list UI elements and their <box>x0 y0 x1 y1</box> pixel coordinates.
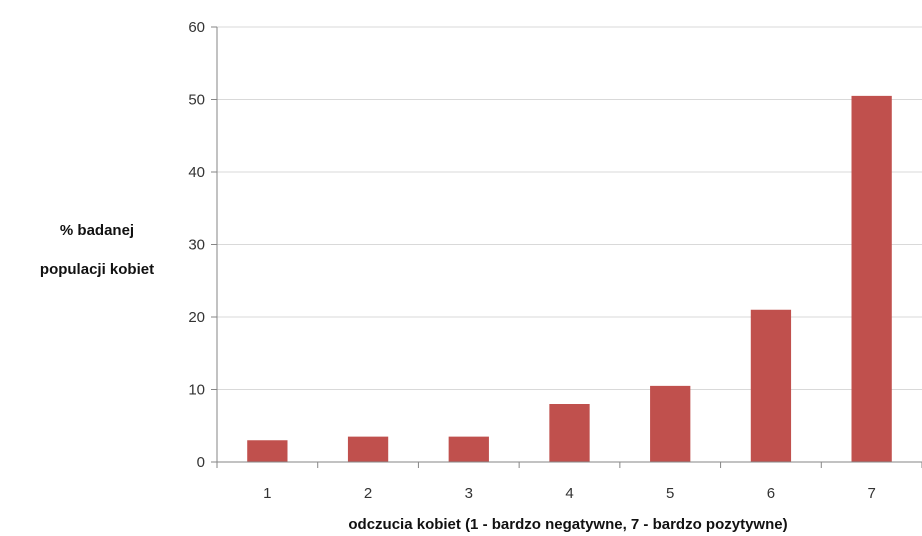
y-tick-label: 60 <box>188 19 205 36</box>
y-tick-label: 20 <box>188 309 205 326</box>
bar-7 <box>851 95 892 462</box>
x-tick-label: 1 <box>263 485 271 502</box>
y-tick-labels: 0 10 20 30 40 50 60 <box>188 19 217 471</box>
x-tick-label: 6 <box>767 485 775 502</box>
bar-1 <box>247 440 288 462</box>
x-tick-label: 4 <box>565 485 573 502</box>
y-axis-title-line-2: populacji kobiet <box>40 261 154 278</box>
x-tick-label: 3 <box>465 485 473 502</box>
y-tick-label: 50 <box>188 92 205 109</box>
grid-lines <box>217 26 922 390</box>
bar-3 <box>448 436 489 462</box>
bars <box>247 95 892 462</box>
x-tick-label: 7 <box>867 485 875 502</box>
x-tick-label: 2 <box>364 485 372 502</box>
y-tick-label: 10 <box>188 382 205 399</box>
y-tick-label: 40 <box>188 164 205 181</box>
axes <box>216 27 922 468</box>
bar-6 <box>750 309 792 462</box>
x-axis-title: odczucia kobiet (1 - bardzo negatywne, 7… <box>348 516 787 533</box>
y-tick-label: 0 <box>197 454 205 471</box>
x-tick-labels: 1 2 3 4 5 6 7 <box>263 485 876 502</box>
x-tick-label: 5 <box>666 485 674 502</box>
y-tick-label: 30 <box>188 237 205 254</box>
y-axis-title-line-1: % badanej <box>60 222 134 239</box>
bar-2 <box>347 436 389 462</box>
bar-4 <box>549 404 590 462</box>
bar-5 <box>650 385 691 462</box>
